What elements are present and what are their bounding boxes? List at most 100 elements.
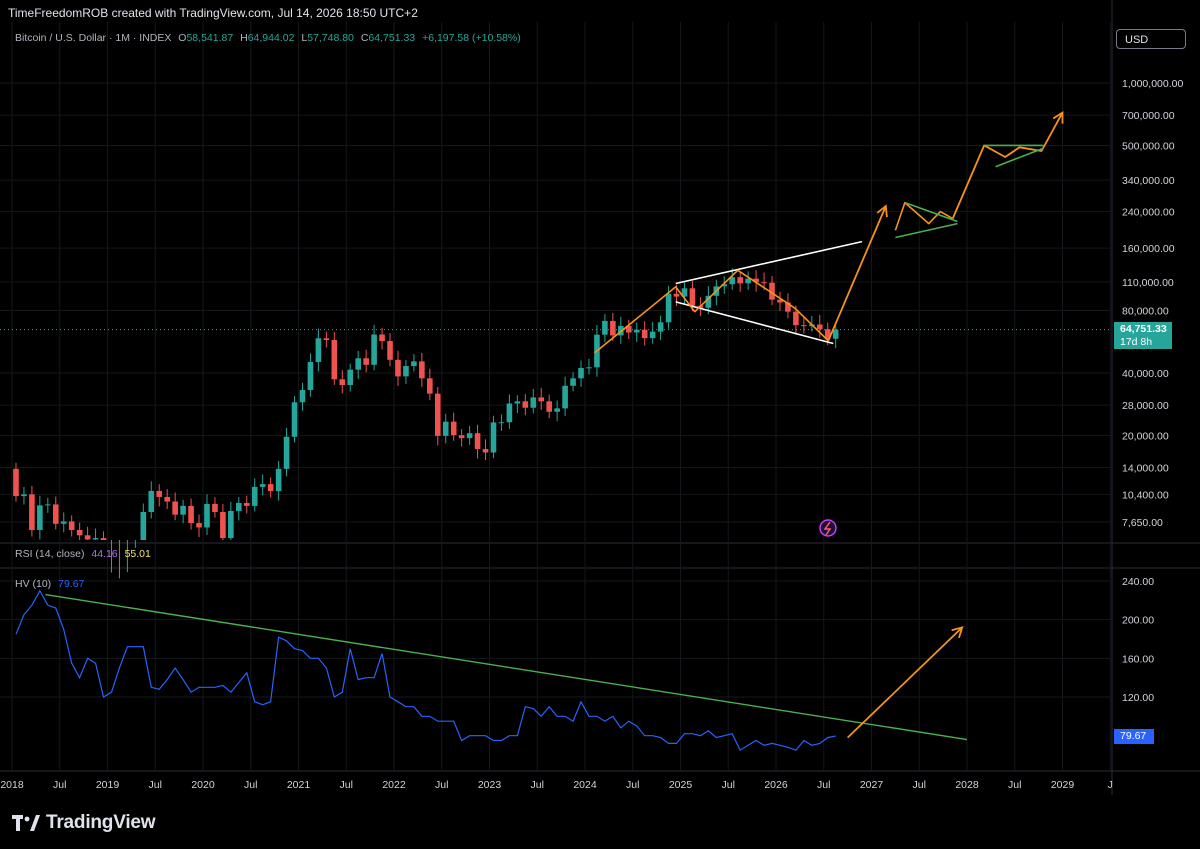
grid-lines (0, 0, 1200, 795)
candle (363, 349, 369, 373)
candle-body (442, 421, 449, 436)
x-tick-label: Jul (817, 779, 830, 791)
x-tick-label: 2025 (669, 779, 693, 791)
candle-body (610, 320, 616, 336)
candle-body (562, 385, 568, 409)
candle-body (68, 521, 75, 530)
candle (387, 333, 393, 367)
y-tick-label: 14,000.00 (1122, 463, 1169, 475)
candle (180, 499, 186, 524)
x-tick-label: 2024 (573, 779, 597, 791)
y-tick-label: 40,000.00 (1122, 368, 1169, 380)
y-tick-label: 160,000.00 (1122, 243, 1175, 255)
rsi-legend[interactable]: RSI (14, close) 44.16 55.01 (15, 548, 151, 560)
candle-body (60, 521, 67, 524)
x-tick-label: Jul (1008, 779, 1021, 791)
x-tick-label: Jul (913, 779, 926, 791)
x-tick-label: Jul (149, 779, 162, 791)
green-flag-1-upper (904, 201, 958, 223)
candle (140, 503, 147, 540)
y-tick-label: 500,000.00 (1122, 140, 1175, 152)
hv-legend[interactable]: HV (10) 79.67 (15, 578, 84, 590)
candle (737, 271, 743, 292)
candle-body (220, 511, 226, 539)
candle-body (188, 505, 194, 524)
tradingview-logo-icon (12, 815, 40, 831)
candle-body (673, 293, 680, 297)
close-value: 64,751.33 (368, 32, 416, 44)
candle-body (665, 293, 672, 323)
currency-button[interactable]: USD (1116, 29, 1186, 49)
drawings (593, 110, 1064, 537)
candle-body (538, 397, 545, 402)
candle (530, 388, 537, 414)
candle (729, 268, 736, 290)
candle-body (649, 331, 656, 339)
candle-body (283, 436, 290, 469)
green-flag-1-lower (895, 222, 958, 239)
candle (60, 512, 67, 533)
candle-body (753, 278, 759, 283)
candle (347, 363, 354, 392)
candle-body (315, 338, 322, 362)
candle-body (347, 369, 354, 386)
y-tick-label: 340,000.00 (1122, 175, 1175, 187)
candle-body (785, 302, 791, 312)
candle-body (228, 510, 234, 539)
candle (554, 400, 560, 422)
candle-body (323, 338, 330, 340)
candle (403, 359, 409, 384)
candle (156, 484, 163, 507)
candle (490, 415, 497, 459)
candle-body (243, 502, 250, 506)
symbol-legend[interactable]: Bitcoin / U.S. Dollar · 1M · INDEX O58,5… (15, 32, 521, 44)
high-value: 64,944.02 (247, 32, 295, 44)
candle (76, 522, 83, 540)
consolidation-path-1 (894, 201, 954, 231)
candle-body (474, 433, 481, 450)
candle (625, 319, 632, 340)
candle (657, 315, 664, 341)
candle-body (633, 329, 640, 333)
candle-body (387, 341, 393, 360)
candle-body (490, 422, 497, 453)
candle (228, 501, 234, 540)
candle (243, 495, 250, 514)
candle (92, 528, 99, 540)
event-icon-bolt (823, 521, 832, 536)
y-tick-label: 20,000.00 (1122, 430, 1169, 442)
candle-body (355, 358, 361, 370)
y-tick-label: 110,000.00 (1122, 277, 1174, 289)
hv-series-line (15, 589, 836, 752)
tradingview-logo[interactable]: TradingView (12, 812, 156, 834)
hv-y-tick-label: 120.00 (1122, 692, 1154, 704)
candle-body (291, 402, 298, 437)
candle-body (705, 295, 712, 308)
candle-body (251, 486, 258, 506)
candle-body (419, 361, 425, 379)
x-tick-label: 2023 (478, 779, 502, 791)
candle (434, 386, 441, 446)
candle (259, 474, 266, 496)
candle-body (172, 501, 178, 515)
x-tick-label: 2029 (1051, 779, 1075, 791)
candle-body (371, 334, 377, 365)
candle-body (530, 397, 537, 408)
candle (307, 353, 314, 397)
green-flag-2-lower (995, 147, 1044, 168)
candle-body (729, 277, 736, 285)
candle (84, 526, 91, 540)
candle (37, 495, 43, 540)
candle-body (761, 282, 767, 284)
candle-body (212, 503, 218, 512)
candle (196, 514, 202, 537)
candle (458, 429, 465, 447)
candle (29, 485, 35, 537)
candle (538, 387, 545, 410)
projection-arrow-1-arrowhead (876, 204, 888, 218)
candle (482, 439, 489, 460)
y-tick-label: 10,400.00 (1122, 489, 1169, 501)
candle-body (824, 329, 831, 339)
